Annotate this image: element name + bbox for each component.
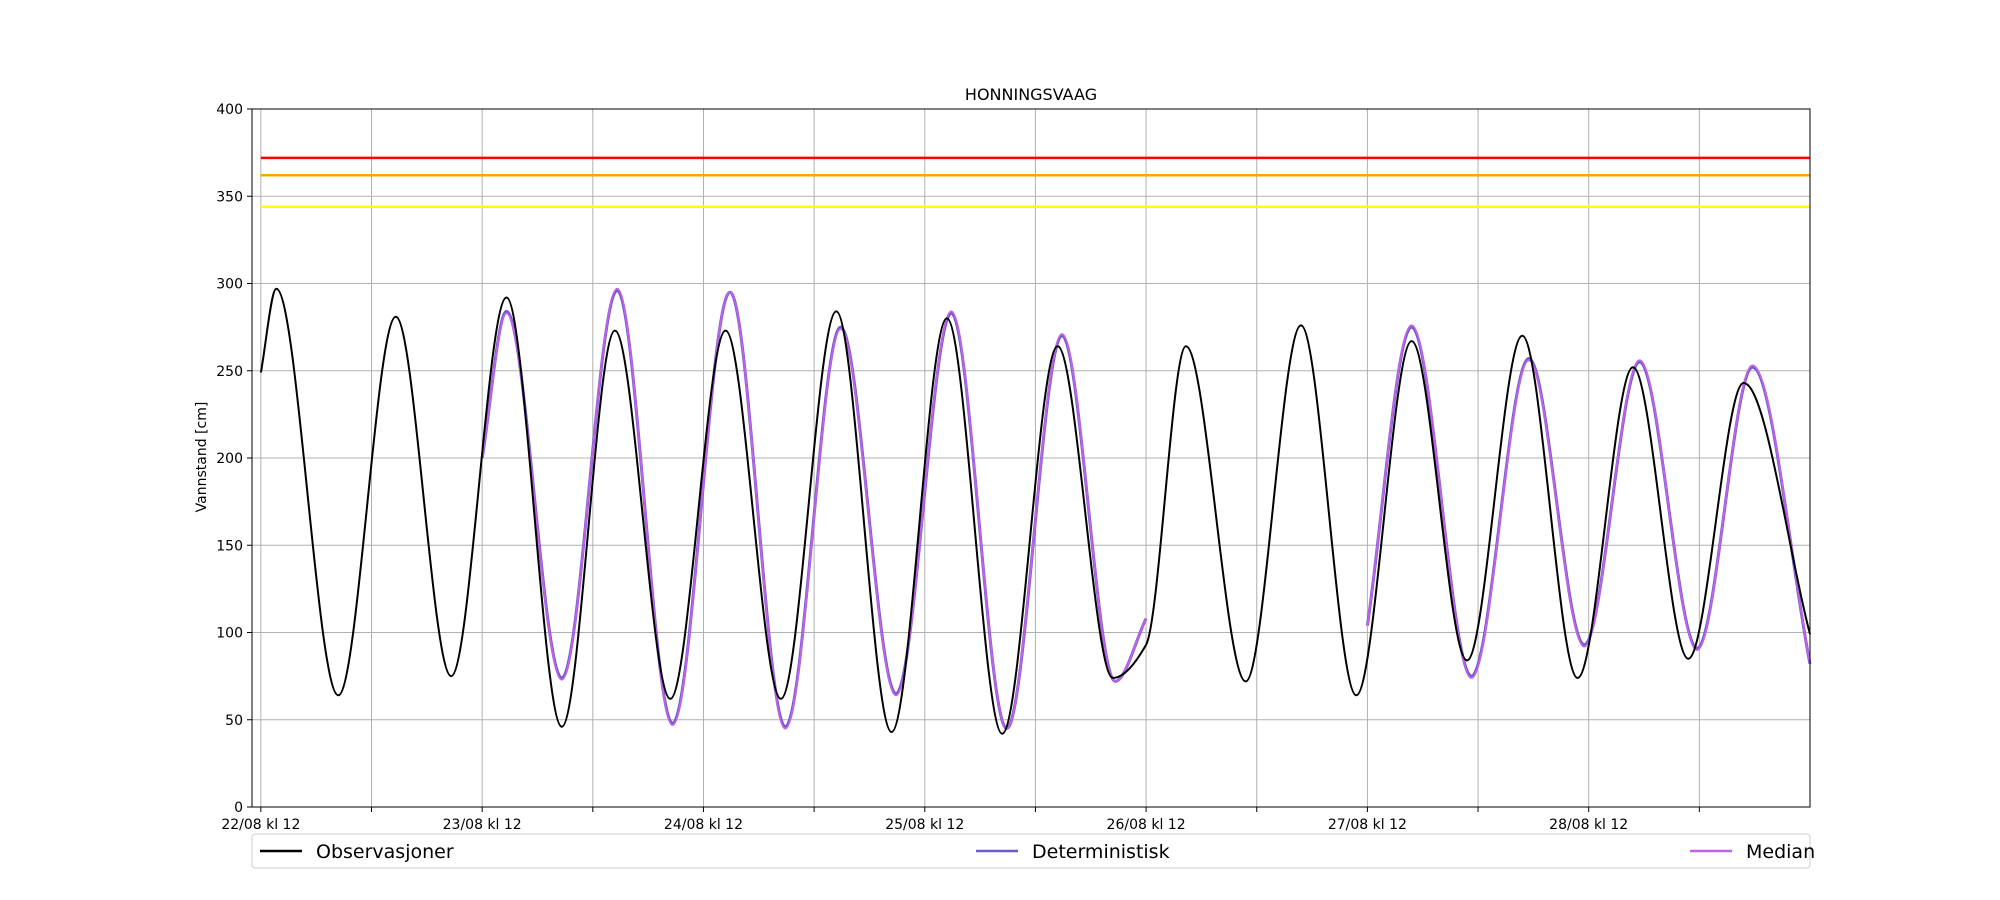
y-tick-label: 200 xyxy=(216,451,243,467)
y-tick-label: 100 xyxy=(216,626,243,642)
y-tick-label: 350 xyxy=(216,189,243,205)
y-tick-label: 50 xyxy=(225,713,243,729)
y-tick-label: 150 xyxy=(216,538,243,554)
x-tick-label: 24/08 kl 12 xyxy=(664,817,743,833)
y-axis-label: Vannstand [cm] xyxy=(194,402,210,513)
legend-median-label: Median xyxy=(1746,841,1815,863)
series-lines xyxy=(259,287,1812,735)
y-tick-label: 0 xyxy=(234,800,243,816)
y-axis: 0 50 100 150 200 250 300 350 400 xyxy=(216,102,252,816)
x-tick-label: 22/08 kl 12 xyxy=(221,817,300,833)
x-tick-label: 28/08 kl 12 xyxy=(1549,817,1628,833)
observations-line xyxy=(259,287,1811,735)
y-tick-label: 300 xyxy=(216,277,243,293)
legend-frame xyxy=(251,833,1811,869)
y-tick-label: 400 xyxy=(216,102,243,118)
legend: Observasjoner Deterministisk Median xyxy=(251,833,1815,869)
y-tick-label: 250 xyxy=(216,364,243,380)
x-tick-label: 27/08 kl 12 xyxy=(1328,817,1407,833)
x-tick-label: 26/08 kl 12 xyxy=(1107,817,1186,833)
x-axis: 22/08 kl 12 23/08 kl 12 24/08 kl 12 25/08 k… xyxy=(221,807,1700,833)
legend-observations-label: Observasjoner xyxy=(316,841,454,863)
grid xyxy=(252,108,1810,808)
chart-title: HONNINGSVAAG xyxy=(965,85,1097,104)
x-tick-label: 23/08 kl 12 xyxy=(443,817,522,833)
x-tick-label: 25/08 kl 12 xyxy=(885,817,964,833)
median-line xyxy=(1366,324,1811,679)
legend-deterministic-label: Deterministisk xyxy=(1032,841,1170,863)
median-line xyxy=(481,287,1147,730)
threshold-lines xyxy=(260,156,1810,208)
